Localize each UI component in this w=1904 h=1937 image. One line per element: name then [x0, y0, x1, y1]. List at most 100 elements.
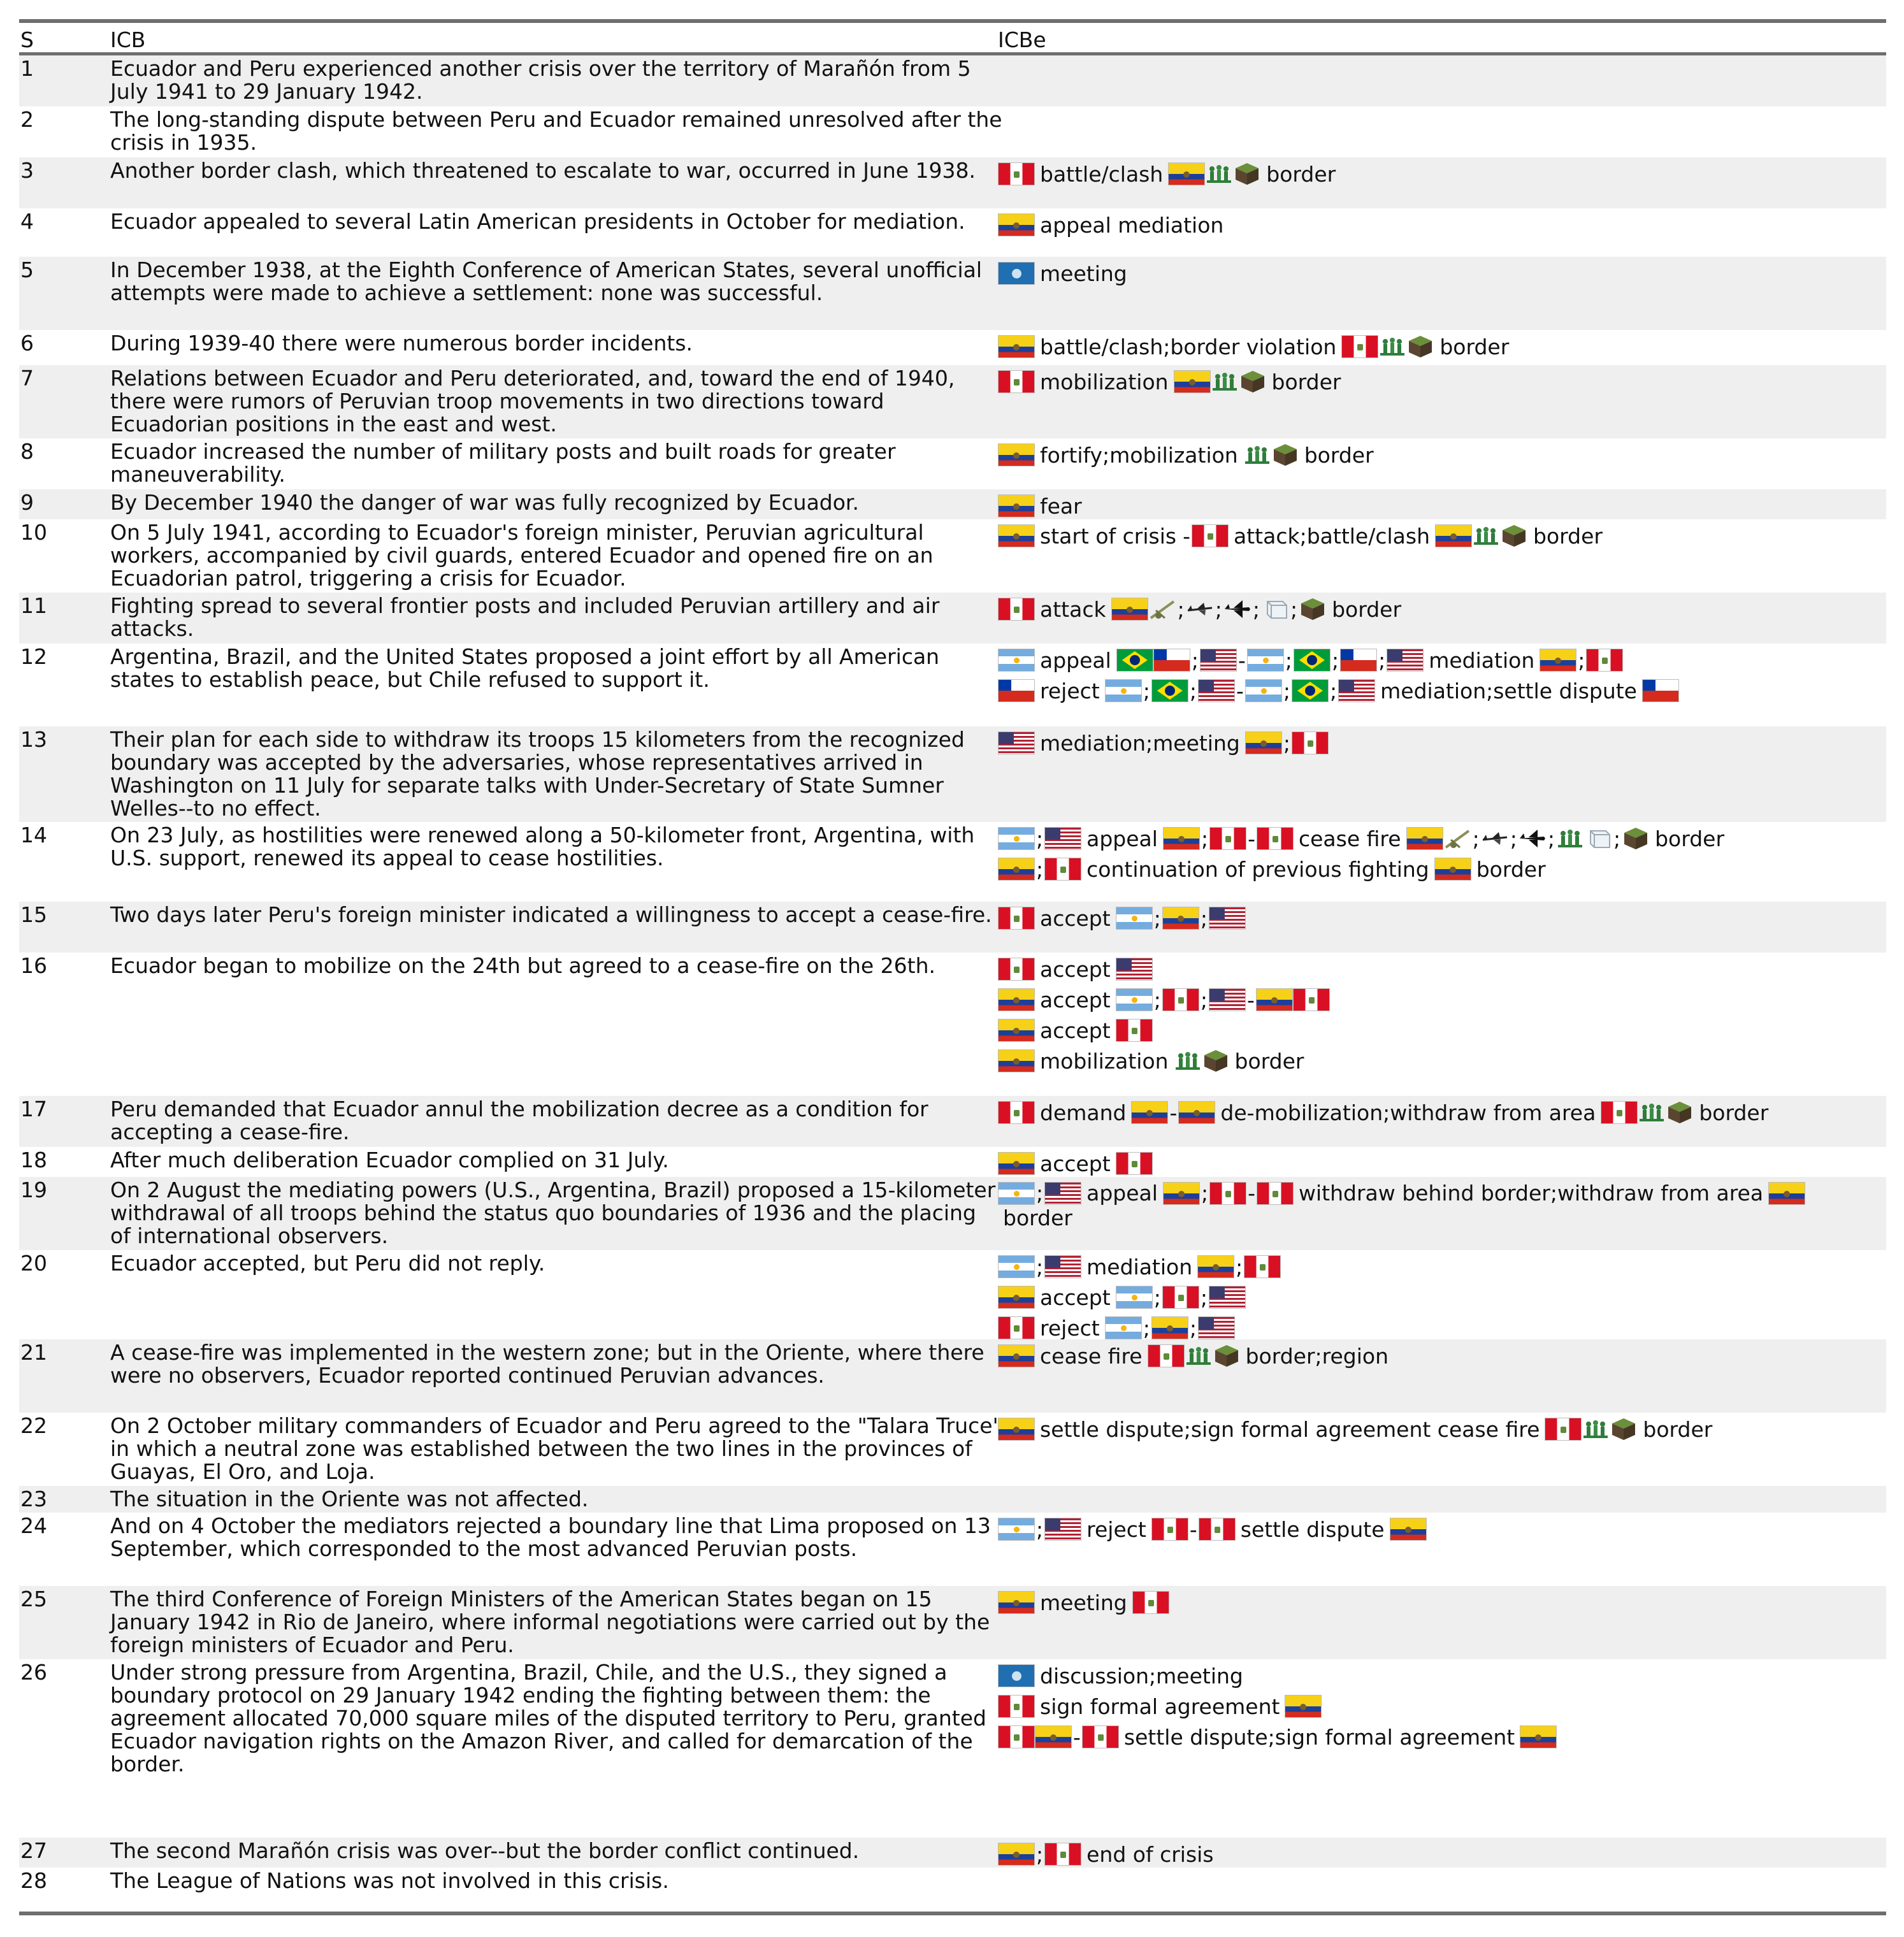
peru-flag [998, 370, 1035, 393]
ecuador-flag [1768, 1181, 1806, 1205]
event-label: appeal [1086, 1181, 1158, 1206]
sentence-number: 4 [20, 209, 34, 234]
table-row: 17 Peru demanded that Ecuador annul the m… [19, 1096, 1886, 1147]
brazil-flag [1293, 649, 1331, 672]
ecuador-flag [1111, 598, 1148, 621]
troops-icon [1556, 826, 1584, 851]
event-label: accept [1040, 905, 1111, 931]
event-label: mobilization [1040, 369, 1169, 394]
table-row: 18 After much deliberation Ecuador compli… [19, 1147, 1886, 1177]
event-label: border [1699, 1100, 1769, 1125]
event-line: accept;; [998, 1285, 1884, 1310]
event-line: cease fire border;region [998, 1343, 1884, 1369]
ecuador-flag [1162, 907, 1199, 930]
semicolon-separator: ; [1200, 905, 1208, 931]
argentina-flag [998, 1518, 1035, 1541]
icb-sentence: The situation in the Oriente was not aff… [110, 1487, 589, 1511]
artillery-icon [1148, 596, 1176, 622]
ecuador-flag [1389, 1518, 1427, 1541]
sentence-number: 19 [20, 1177, 47, 1202]
peru-flag [1132, 1591, 1169, 1614]
icbe-events: ; appeal; - withdraw behind border;withdraw… [998, 1181, 1884, 1230]
icbe-events: appeal mediation [998, 212, 1884, 243]
icbe-events: demand - de-mobilization;withdraw from are… [998, 1100, 1884, 1130]
air-icon [1261, 596, 1289, 622]
icbe-events: ; appeal; - cease fire;;;; border; continuati… [998, 826, 1884, 887]
event-label: mediation;settle dispute [1380, 678, 1637, 703]
table-row: 22 On 2 October military commanders of Ec… [19, 1413, 1886, 1486]
usa-flag [1338, 679, 1376, 702]
icb-sentence: Another border clash, which threatened t… [110, 158, 976, 183]
argentina-flag [1104, 1316, 1142, 1339]
semicolon-separator: ; [1613, 826, 1621, 851]
dash-separator: - [1246, 987, 1255, 1012]
land-icon [1239, 369, 1267, 394]
icbe-events: meeting [998, 261, 1884, 291]
event-label: continuation of previous fighting [1086, 856, 1429, 882]
event-label: mediation;meeting [1040, 730, 1240, 756]
event-label: border [1003, 1206, 1072, 1230]
icb-sentence: The third Conference of Foreign Minister… [110, 1587, 990, 1657]
ecuador-flag [998, 1591, 1035, 1614]
ecuador-flag [1131, 1101, 1169, 1124]
land-icon [1233, 161, 1261, 187]
dash-separator: - [1236, 678, 1244, 703]
usa-flag [1044, 1181, 1082, 1205]
icb-sentence: On 23 July, as hostilities were renewed … [110, 823, 975, 870]
event-label: demand [1040, 1100, 1127, 1125]
icbe-events: ; reject - settle dispute [998, 1516, 1884, 1547]
icbe-events: battle/clash border [998, 161, 1884, 192]
ecuador-flag [1406, 827, 1443, 850]
semicolon-separator: ; [1472, 826, 1480, 851]
icbe-events: appeal; -;;; mediation; reject;; -;; mediatio… [998, 647, 1884, 709]
event-line: meeting [998, 261, 1884, 286]
peru-flag [1151, 1518, 1188, 1541]
event-label: settle dispute;sign formal agreement [1123, 1724, 1515, 1750]
peru-flag [1586, 649, 1624, 672]
chile-flag [1642, 679, 1679, 702]
semicolon-separator: ; [1143, 678, 1150, 703]
event-label: border [1332, 596, 1402, 622]
event-line: ; appeal; - cease fire;;;; border [998, 826, 1884, 851]
icbe-events: start of crisis - attack;battle/clash borde… [998, 523, 1884, 554]
icb-sentence: In December 1938, at the Eighth Conferen… [110, 257, 983, 305]
icbe-events: ; mediation; accept;; reject;; [998, 1254, 1884, 1346]
ecuador-flag [1162, 827, 1200, 850]
event-label: accept [1040, 987, 1111, 1012]
event-line: ; continuation of previous fighting border [998, 856, 1884, 882]
event-line: attack;;;; border [998, 596, 1884, 622]
event-label: appeal [1086, 826, 1158, 851]
sentence-number: 16 [20, 953, 47, 978]
semicolon-separator: ; [1036, 1516, 1044, 1542]
usa-flag [1387, 649, 1424, 672]
peru-flag [998, 1725, 1035, 1748]
event-label: de-mobilization;withdraw from area [1220, 1100, 1596, 1125]
event-line: ; appeal; - withdraw behind border;withdraw… [998, 1181, 1884, 1230]
peru-flag [998, 598, 1035, 621]
sentence-number: 21 [20, 1340, 47, 1365]
peru-flag [1209, 1181, 1247, 1205]
troops-icon [1378, 334, 1406, 359]
sentence-number: 2 [20, 107, 34, 132]
icbe-events: accept;; [998, 905, 1884, 936]
event-label: accept [1040, 1018, 1111, 1043]
table-row: 1 Ecuador and Peru experienced another cr… [19, 55, 1886, 106]
event-line: appeal mediation [998, 212, 1884, 238]
oas-flag [998, 262, 1035, 285]
icbe-events: cease fire border;region [998, 1343, 1884, 1374]
ecuador-flag [1173, 370, 1211, 393]
peru-flag [1244, 1255, 1281, 1278]
event-label: start of crisis [1040, 523, 1177, 549]
dash-separator: - [1169, 1100, 1178, 1125]
event-label: accept [1040, 956, 1111, 982]
sentence-number: 9 [20, 490, 34, 515]
land-icon [1500, 523, 1528, 549]
event-line: sign formal agreement [998, 1694, 1884, 1719]
ecuador-flag [998, 988, 1035, 1011]
semicolon-separator: ; [1283, 678, 1290, 703]
table-row: 12 Argentina, Brazil, and the United Stat… [19, 644, 1886, 726]
sentence-number: 28 [20, 1868, 47, 1893]
event-label: border [1234, 1048, 1304, 1074]
icbe-events: discussion;meeting sign formal agreement -… [998, 1663, 1884, 1755]
table-row: 8 Ecuador increased the number of militar… [19, 438, 1886, 489]
